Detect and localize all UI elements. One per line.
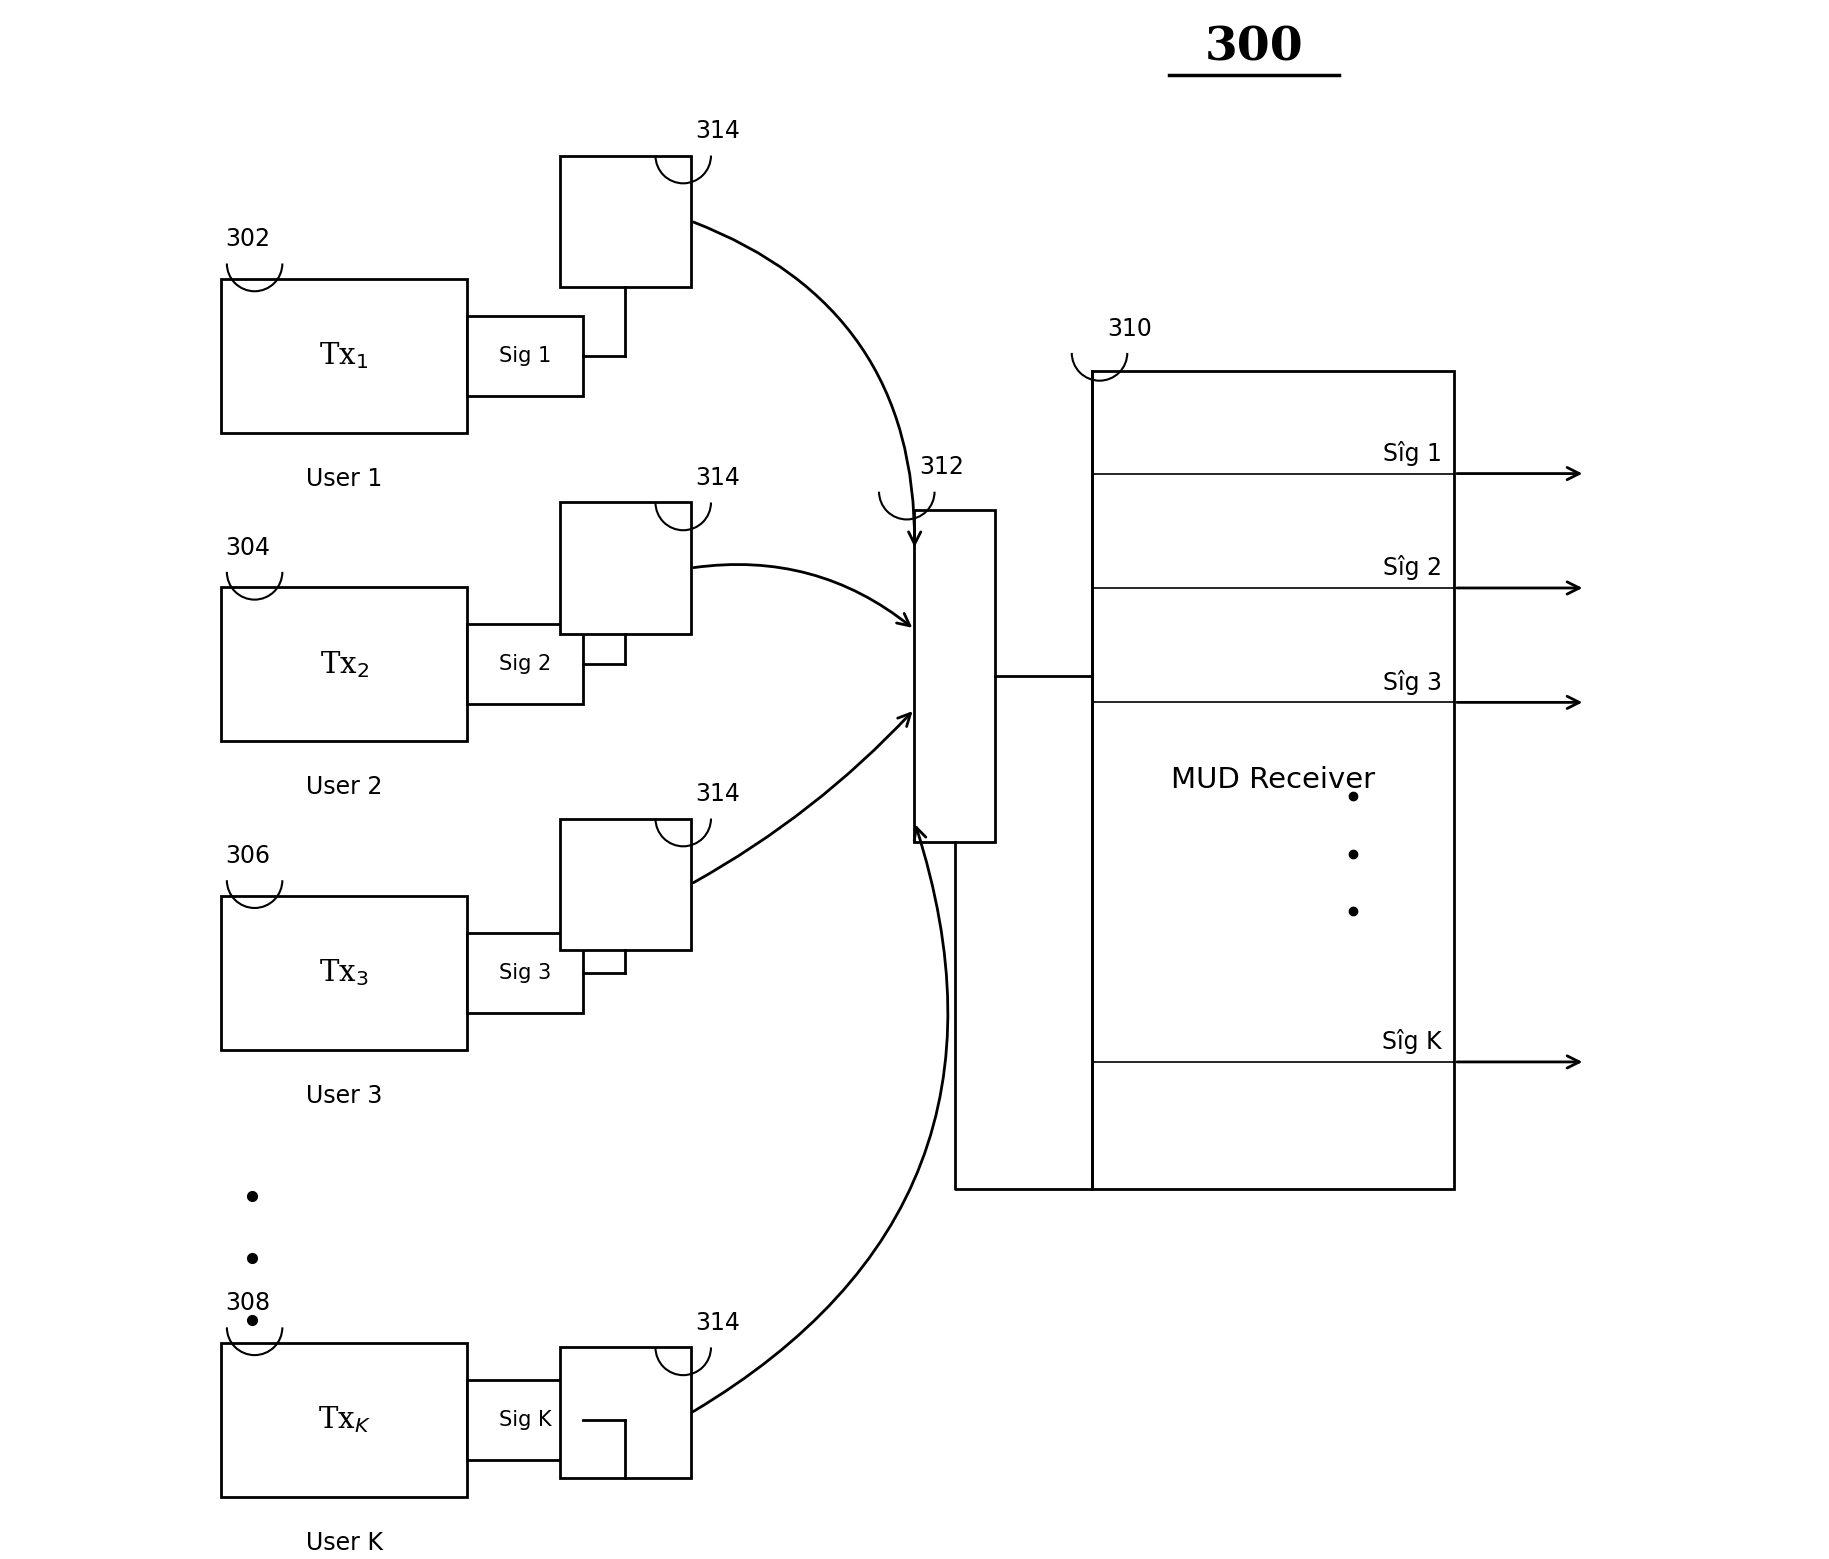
Text: 310: 310 bbox=[1107, 316, 1152, 340]
Bar bbox=[914, 510, 995, 842]
Text: 314: 314 bbox=[695, 783, 741, 806]
Text: Sîg 2: Sîg 2 bbox=[1383, 555, 1441, 580]
Bar bbox=[221, 896, 468, 1049]
Text: 314: 314 bbox=[695, 1311, 741, 1335]
Text: Sig 2: Sig 2 bbox=[499, 655, 551, 675]
Text: Sig 1: Sig 1 bbox=[499, 346, 551, 366]
Text: Sîg 1: Sîg 1 bbox=[1383, 441, 1441, 466]
Text: Sîg 3: Sîg 3 bbox=[1383, 670, 1441, 695]
Bar bbox=[468, 932, 583, 1013]
Text: User 2: User 2 bbox=[305, 775, 382, 800]
Text: User 1: User 1 bbox=[305, 468, 382, 491]
Text: Tx$_3$: Tx$_3$ bbox=[320, 957, 369, 988]
Bar bbox=[1092, 371, 1454, 1188]
Bar bbox=[468, 624, 583, 705]
Text: Tx$_2$: Tx$_2$ bbox=[320, 649, 368, 680]
Text: 314: 314 bbox=[695, 466, 741, 490]
Text: 312: 312 bbox=[920, 455, 964, 479]
Text: MUD Receiver: MUD Receiver bbox=[1171, 765, 1375, 794]
Bar bbox=[221, 279, 468, 433]
Bar bbox=[560, 502, 691, 633]
Bar bbox=[560, 1347, 691, 1478]
Text: 306: 306 bbox=[225, 843, 271, 868]
Bar bbox=[560, 818, 691, 949]
Text: 302: 302 bbox=[225, 228, 271, 251]
Text: 300: 300 bbox=[1203, 25, 1302, 70]
Bar bbox=[468, 1380, 583, 1459]
Bar bbox=[560, 156, 691, 287]
Text: User K: User K bbox=[305, 1531, 382, 1554]
Text: 314: 314 bbox=[695, 118, 741, 143]
Text: 308: 308 bbox=[225, 1291, 271, 1316]
Text: Tx$_K$: Tx$_K$ bbox=[318, 1405, 371, 1436]
Text: User 3: User 3 bbox=[305, 1084, 382, 1108]
Text: Sig K: Sig K bbox=[499, 1409, 552, 1430]
Bar bbox=[221, 1342, 468, 1497]
Text: Tx$_1$: Tx$_1$ bbox=[320, 340, 369, 371]
Text: 304: 304 bbox=[225, 536, 271, 560]
Text: Sîg K: Sîg K bbox=[1383, 1029, 1441, 1054]
Text: Sig 3: Sig 3 bbox=[499, 963, 551, 982]
Bar bbox=[468, 316, 583, 396]
Bar bbox=[221, 588, 468, 742]
